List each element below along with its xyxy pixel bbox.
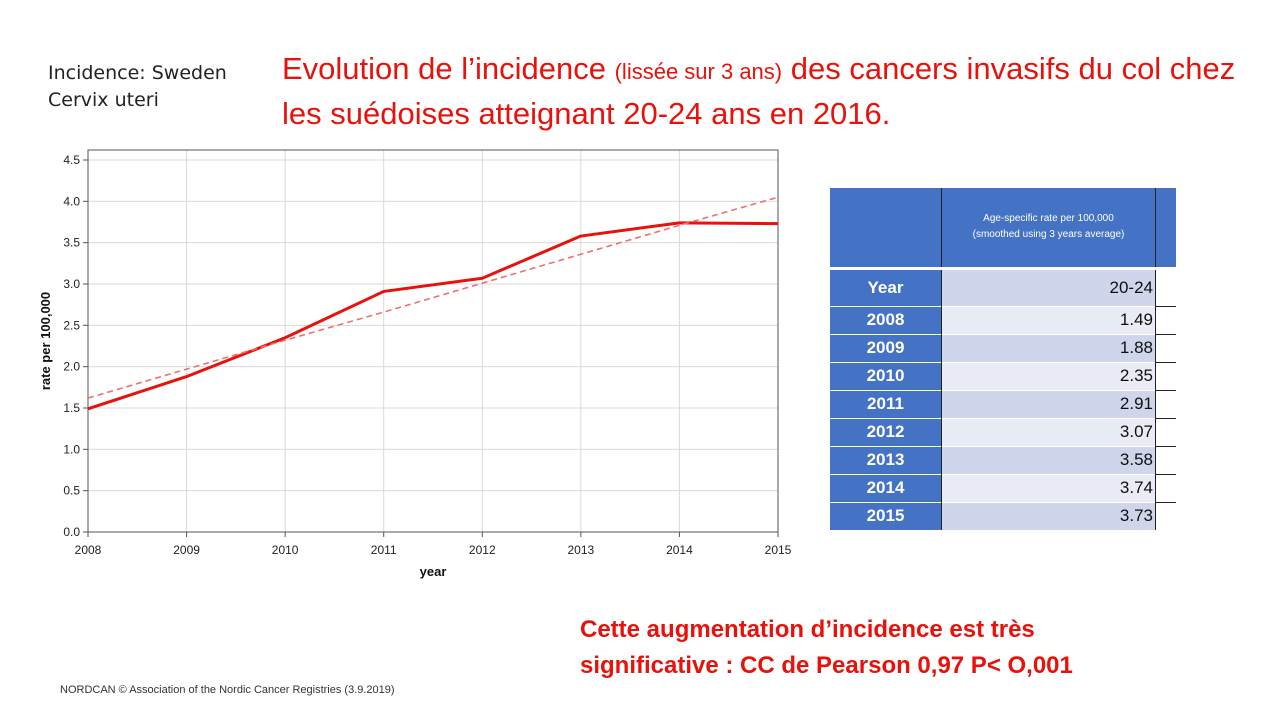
table-cell-extra [1155,473,1176,502]
table-cell-rate: 1.88 [941,333,1156,362]
x-tick-label: 2012 [469,543,496,557]
table-row: 2013 3.58 [830,445,1176,474]
conclusion-text: Cette augmentation d’incidence est très … [580,612,1073,684]
table-row: 2015 3.73 [830,501,1176,530]
x-tick-label: 2008 [75,543,102,557]
slide-title: Evolution de l’incidence (lissée sur 3 a… [282,48,1242,135]
x-tick-label: 2010 [272,543,299,557]
chart-grid [87,150,779,533]
table-header-rate: Age-specific rate per 100,000 (smoothed … [941,188,1156,268]
table-cell-year: 2014 [830,473,942,502]
table-header-extra [1155,188,1176,268]
table-cell-extra [1155,333,1176,362]
table-colhead-row: Year 20-24 [830,268,1176,306]
x-axis-ticks: 2008 2009 2010 2011 2012 2013 2014 2015 [75,532,792,557]
table-cell-year: 2008 [830,305,942,334]
y-tick-label: 2.5 [63,318,80,332]
source-footer: NORDCAN © Association of the Nordic Canc… [60,684,395,696]
table-cell-rate: 3.74 [941,473,1156,502]
table-cell-extra [1155,389,1176,418]
table-cell-year: 2013 [830,445,942,474]
table-row: 2012 3.07 [830,417,1176,446]
table-cell-rate: 2.35 [941,361,1156,390]
x-tick-label: 2009 [173,543,200,557]
x-tick-label: 2014 [666,543,693,557]
table-header-rate-line1: Age-specific rate per 100,000 [983,213,1114,225]
table-cell-year: 2009 [830,333,942,362]
x-axis-title: year [420,564,447,579]
table-row: 2010 2.35 [830,361,1176,390]
table-cell-extra [1155,417,1176,446]
x-tick-label: 2015 [765,543,792,557]
table-cell-extra [1155,361,1176,390]
table-header-empty [830,188,942,268]
y-tick-label: 4.0 [63,194,80,208]
y-tick-label: 0.5 [63,484,80,498]
table-cell-rate: 3.07 [941,417,1156,446]
table-row: 2014 3.74 [830,473,1176,502]
y-tick-label: 3.5 [63,236,80,250]
table-colhead-extra [1155,268,1176,306]
table-cell-rate: 2.91 [941,389,1156,418]
trend-line [87,196,779,399]
y-tick-label: 3.0 [63,277,80,291]
slide-title-smoothing-note: (lissée sur 3 ans) [614,59,783,84]
y-tick-label: 4.5 [63,153,80,167]
conclusion-line2: significative : CC de Pearson 0,97 P< O,… [580,652,1073,679]
table-row: 2011 2.91 [830,389,1176,418]
y-axis-ticks: 0.0 0.5 1.0 1.5 2.0 2.5 3.0 3.5 4.0 4.5 [63,153,88,539]
slide-title-part1: Evolution de l’incidence [282,51,615,86]
incidence-line-chart: 0.00.51.01.52.02.53.03.54.04.5 2008 2009 2… [38,149,792,579]
chart-heading-country: Incidence: Sweden [48,62,227,84]
chart-heading: Incidence: Sweden Cervix uteri [48,60,227,114]
x-tick-label: 2011 [371,543,397,557]
table-cell-extra [1155,305,1176,334]
rate-table: Age-specific rate per 100,000 (smoothed … [830,188,1176,530]
plot-frame [87,149,779,533]
x-tick-label: 2013 [568,543,595,557]
table-cell-year: 2012 [830,417,942,446]
table-cell-year: 2010 [830,361,942,390]
table-cell-rate: 3.58 [941,445,1156,474]
incidence-series-line [87,221,779,411]
y-tick-label: 2.0 [63,360,80,374]
y-tick-label: 0.0 [63,525,80,539]
y-tick-label: 1.0 [63,442,80,456]
y-axis-title: rate per 100,000 [38,292,53,390]
table-row: 2008 1.49 [830,305,1176,334]
table-cell-extra [1155,445,1176,474]
table-header-row: Age-specific rate per 100,000 (smoothed … [830,188,1176,268]
series-layer [87,196,779,411]
table-cell-rate: 3.73 [941,501,1156,530]
table-cell-year: 2011 [830,389,942,418]
table-cell-extra [1155,501,1176,530]
table-colhead-year: Year [830,268,942,306]
table-colhead-age: 20-24 [941,268,1156,306]
conclusion-line1: Cette augmentation d’incidence est très [580,616,1035,643]
table-row: 2009 1.88 [830,333,1176,362]
chart-heading-site: Cervix uteri [48,89,159,111]
table-body: 2008 1.49 2009 1.88 2010 2.35 2011 2.91 2012 3.07… [830,305,1176,530]
slide-title-part2: des cancers invasifs du col chez les sué… [282,51,1236,131]
table-cell-rate: 1.49 [941,305,1156,334]
table-header-rate-line2: (smoothed using 3 years average) [972,229,1125,241]
table-cell-year: 2015 [830,501,942,530]
y-tick-label: 1.5 [63,401,80,415]
